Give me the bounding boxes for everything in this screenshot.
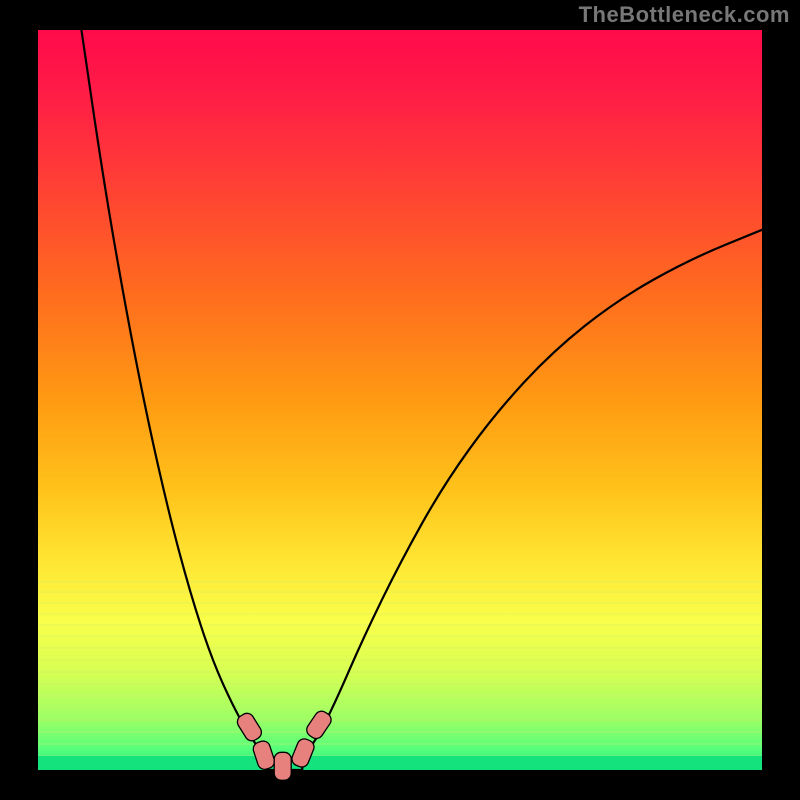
bottleneck-chart bbox=[0, 0, 800, 800]
baseline-band bbox=[38, 756, 762, 770]
plot-area bbox=[38, 30, 762, 770]
watermark-text: TheBottleneck.com bbox=[579, 2, 790, 28]
chart-stage: TheBottleneck.com bbox=[0, 0, 800, 800]
curve-marker bbox=[274, 752, 291, 780]
